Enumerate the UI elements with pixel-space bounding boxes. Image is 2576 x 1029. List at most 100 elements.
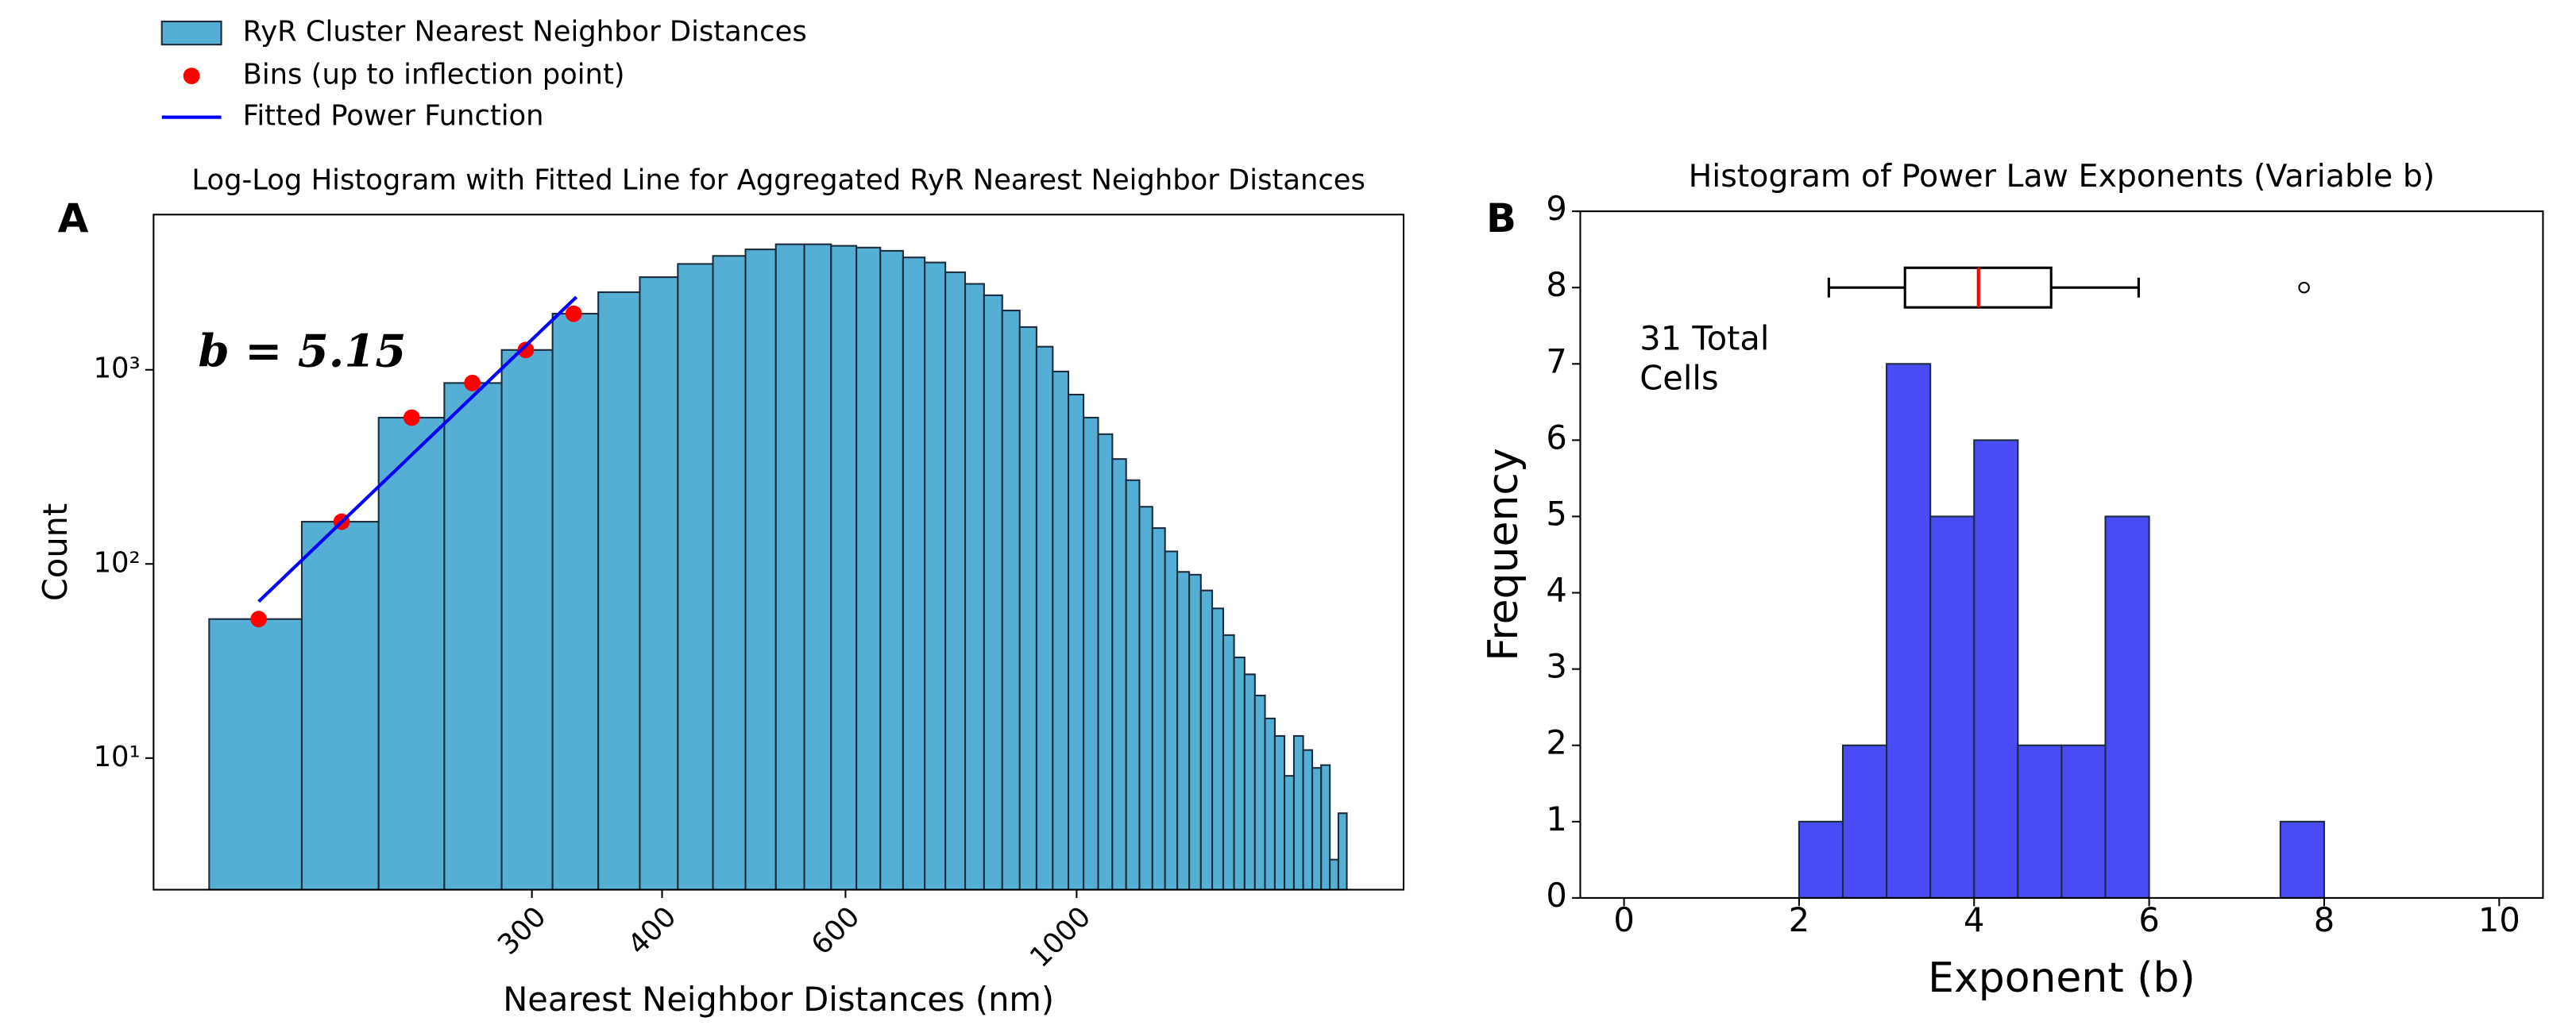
y-tick-label: 0 (1546, 876, 1566, 915)
bar (1125, 479, 1141, 891)
legend-label: Fitted Power Function (243, 100, 544, 133)
bar (1188, 573, 1202, 891)
x-tick-label: 2 (1789, 900, 1809, 939)
point (517, 341, 535, 359)
legend-swatch (160, 21, 222, 46)
panel-label: B (1486, 195, 1516, 241)
bar (983, 294, 1003, 891)
y-tick-label: 6 (1546, 418, 1566, 457)
bar (500, 349, 554, 891)
y-tick-label: 1 (1546, 800, 1566, 838)
y-axis-label: Count (36, 503, 75, 601)
bar (1035, 345, 1054, 891)
bar (377, 416, 446, 891)
bar (1320, 764, 1331, 891)
panel-label: A (58, 195, 89, 241)
y-tick-label: 10³ (94, 353, 141, 385)
y-tick-label: 5 (1546, 494, 1566, 533)
bar (1138, 506, 1153, 891)
y-tick-label: 10² (94, 546, 141, 579)
bar (1111, 458, 1127, 891)
bar (1292, 734, 1304, 891)
legend-label: Bins (up to inflection point) (243, 59, 625, 91)
bar (2104, 515, 2150, 899)
x-tick-label: 400 (622, 900, 683, 962)
fit-line (257, 295, 578, 603)
annotation: Cells (1639, 358, 1718, 397)
bar (1337, 812, 1348, 891)
point (403, 409, 420, 426)
bar (1311, 767, 1323, 891)
y-tick-label: 8 (1546, 265, 1566, 304)
bar (639, 276, 679, 891)
bar (551, 313, 600, 891)
annotation: 31 Total (1639, 318, 1769, 357)
legend-marker (183, 67, 200, 85)
outlier (2298, 281, 2310, 294)
y-tick-label: 10¹ (94, 741, 141, 773)
bar (944, 271, 967, 891)
y-tick-label: 9 (1546, 189, 1566, 228)
bar (879, 249, 904, 891)
x-axis-label: Nearest Neighbor Distances (nm) (503, 980, 1054, 1019)
x-tick-label: 300 (492, 900, 553, 962)
bar (964, 283, 985, 891)
bar (1211, 607, 1225, 891)
bar (1284, 775, 1296, 891)
x-tick-label: 6 (2138, 900, 2159, 939)
bar (443, 382, 503, 891)
x-tick-label: 8 (2314, 900, 2335, 939)
bar (1973, 439, 2019, 899)
y-tick-label: 2 (1546, 723, 1566, 762)
bar (2060, 744, 2107, 899)
x-tick-label: 4 (1964, 900, 1984, 939)
bar (1302, 749, 1314, 891)
x-tick-label: 0 (1613, 900, 1634, 939)
bar (1176, 571, 1191, 891)
bar (1164, 550, 1179, 891)
bar (1018, 326, 1037, 891)
bar (1083, 416, 1099, 891)
x-tick-label: 10 (2478, 900, 2520, 939)
bar (1253, 694, 1266, 891)
bar (1097, 433, 1114, 891)
bar (1151, 527, 1166, 891)
bar (774, 243, 805, 891)
x-tick-label: 600 (805, 900, 867, 962)
bar (830, 245, 858, 891)
bar (1243, 673, 1256, 891)
bar (744, 249, 777, 891)
bar (1798, 820, 1844, 899)
bar (1052, 370, 1070, 891)
bar (1264, 717, 1276, 891)
bar (677, 263, 714, 891)
bar (2279, 820, 2326, 899)
bar (597, 291, 641, 891)
bar (2017, 744, 2063, 899)
bar (1199, 589, 1214, 891)
bar (803, 243, 832, 891)
plot-frame (1579, 210, 2544, 899)
bar (1929, 515, 1975, 899)
bar (1273, 734, 1286, 891)
chart-title: Histogram of Power Law Exponents (Variab… (1689, 158, 2435, 195)
point (464, 374, 481, 391)
y-tick-label: 7 (1546, 341, 1566, 380)
chart-title: Log-Log Histogram with Fitted Line for A… (191, 164, 1365, 197)
point (250, 611, 268, 628)
legend-label: RyR Cluster Nearest Neighbor Distances (243, 16, 807, 48)
bar (855, 246, 882, 891)
bar (1841, 744, 1888, 899)
plot-frame (153, 214, 1405, 891)
x-axis-label: Exponent (b) (1928, 954, 2196, 1002)
bar (208, 618, 303, 891)
point (565, 305, 582, 322)
x-tick-label: 1000 (1024, 900, 1098, 974)
y-axis-label: Frequency (1480, 448, 1527, 661)
bar (712, 255, 747, 891)
bar (1886, 363, 1932, 899)
y-tick-label: 4 (1546, 571, 1566, 610)
bar (924, 261, 947, 891)
y-tick-label: 3 (1546, 647, 1566, 686)
